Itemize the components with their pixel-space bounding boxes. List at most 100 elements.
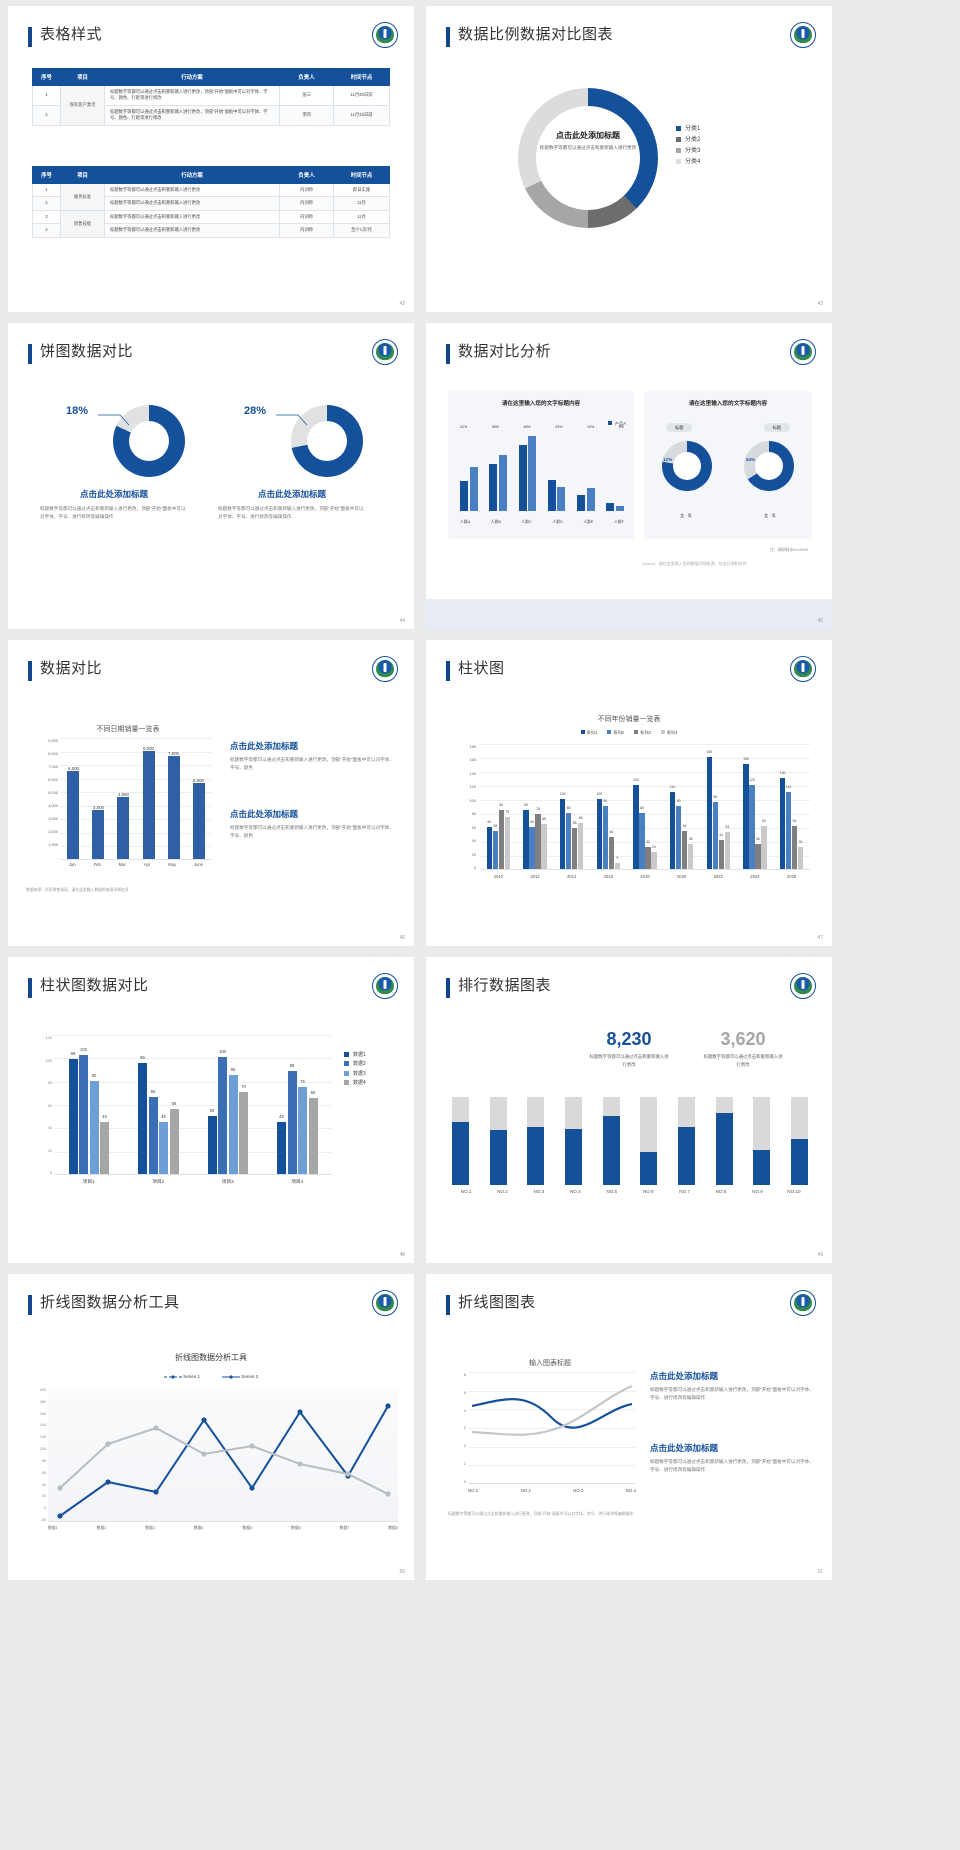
- bar[interactable]: 42: [718, 833, 724, 869]
- bar[interactable]: 102: [79, 1047, 88, 1174]
- bar[interactable]: 36: [687, 837, 694, 869]
- bar-group[interactable]: 110 90 54 36: [670, 785, 694, 869]
- slide-pie-compare[interactable]: 饼图数据对比 18% 点击此处添加标题 标题数字等都可以通过点击和重新输入进行更…: [8, 323, 414, 629]
- bar[interactable]: 100: [560, 792, 565, 869]
- bar[interactable]: 45: [159, 1114, 168, 1174]
- bar[interactable]: 88: [287, 1063, 297, 1174]
- bar[interactable]: [117, 797, 130, 859]
- bar[interactable]: 45: [100, 1114, 109, 1174]
- chart-legend[interactable]: 系列1 系列2 系列3 系列4: [426, 730, 832, 736]
- bar[interactable]: [91, 810, 104, 859]
- slide-line-analysis[interactable]: 折线图数据分析工具 折线图数据分析工具 Series 1 Series 2 20…: [8, 1274, 414, 1580]
- panel-legend[interactable]: 产品A: [607, 421, 626, 427]
- bar[interactable]: [167, 756, 180, 859]
- table-row[interactable]: 2 标题数字等都可以通过点击和重新输入进行更改，顶部“开始”面板中可以对字体、字…: [32, 104, 390, 126]
- table-row[interactable]: 1 保有客户激活 标题数字等都可以通过点击和重新输入进行更改，顶部“开始”面板中…: [32, 85, 390, 126]
- bar[interactable]: 65: [541, 817, 547, 869]
- bar-group[interactable]: [547, 480, 566, 511]
- bar[interactable]: 54: [681, 824, 688, 869]
- bar-group[interactable]: [518, 436, 537, 511]
- bar[interactable]: 50: [207, 1108, 217, 1174]
- bar[interactable]: 65: [308, 1090, 318, 1174]
- table-row[interactable]: 3 销售技能 标题数字等都可以通过点击和重新输入进行更改 内训师 11月: [32, 209, 390, 238]
- bar[interactable]: 62: [761, 819, 767, 869]
- slide-column-chart[interactable]: 柱状图 不同年份销量一览表 系列1 系列2 系列3 系列4 180 160 14…: [426, 640, 832, 946]
- bar-group[interactable]: [460, 467, 478, 511]
- bar[interactable]: 24: [651, 845, 657, 869]
- bar[interactable]: 80: [89, 1073, 99, 1174]
- table-row[interactable]: 4 标题数字等都可以通过点击和重新输入进行更改 内训师 至少1次/月: [32, 223, 390, 238]
- legend-item[interactable]: 系列3: [634, 730, 651, 736]
- legend-item[interactable]: 分类4: [676, 157, 700, 168]
- bar[interactable]: 110: [786, 785, 792, 869]
- bar[interactable]: 78: [535, 807, 541, 869]
- legend-item[interactable]: 分类1: [676, 124, 700, 135]
- bar[interactable]: 58: [571, 821, 578, 869]
- bar[interactable]: 60: [486, 820, 493, 869]
- legend-item[interactable]: 分类3: [676, 146, 700, 157]
- bar[interactable]: 150: [743, 757, 749, 869]
- bar-group[interactable]: 100 80 58 66: [560, 792, 584, 869]
- legend-item[interactable]: 系列2: [607, 730, 624, 736]
- bar-group[interactable]: 120 80 32 24: [633, 778, 657, 869]
- bar[interactable]: 95: [138, 1055, 147, 1174]
- bar-group[interactable]: 100 90 46 9: [596, 792, 620, 869]
- table-row[interactable]: 1 服务标准 标题数字等都可以通过点击和重新输入进行更改 内训师 即日实施: [32, 182, 390, 211]
- bar[interactable]: 100: [596, 792, 602, 869]
- donut-legend[interactable]: 分类1 分类2 分类3 分类4: [676, 124, 700, 168]
- bar[interactable]: 96: [712, 795, 718, 869]
- bar-group[interactable]: 160 96 42 53: [706, 750, 730, 869]
- legend-item[interactable]: 数据2: [344, 1060, 366, 1069]
- slide-column-compare[interactable]: 柱状图数据对比 120 100 80 60 40 20 0 99 102 80 45 9…: [8, 957, 414, 1263]
- bar[interactable]: 55: [492, 824, 499, 869]
- slide-table-styles[interactable]: 表格样式 序号 项目 行动方案 负责人 时间节点 1 保有客户激活 标题数字等都…: [8, 6, 414, 312]
- ranking-bar[interactable]: [489, 1097, 507, 1185]
- slide-data-analysis[interactable]: 数据对比分析 请在这里输入您的文字标题内容 产品A: [426, 323, 832, 629]
- bar[interactable]: 9: [614, 856, 620, 869]
- bar[interactable]: [193, 783, 206, 859]
- bar[interactable]: 80: [639, 806, 645, 869]
- ranking-bar[interactable]: [640, 1097, 658, 1185]
- bar[interactable]: 80: [565, 806, 572, 869]
- slide-proportion-donut[interactable]: 数据比例数据对比图表 点击此处添加标题 标题数字等都可以通过点击和重新输入进行更…: [426, 6, 832, 312]
- chart-legend[interactable]: 数据1 数据2 数据3 数据4: [344, 1051, 366, 1088]
- bar[interactable]: 130: [780, 771, 785, 869]
- bar[interactable]: 160: [706, 750, 712, 869]
- ranking-bar[interactable]: [790, 1097, 808, 1185]
- ranking-bar[interactable]: [677, 1097, 695, 1185]
- left-panel[interactable]: 请在这里输入您的文字标题内容 产品A: [448, 391, 634, 539]
- ranking-bar[interactable]: [452, 1097, 469, 1185]
- slide-line-chart[interactable]: 折线图图表 输入图表标题 6 5 4 3 2 1 0 NO.1 NO.2 NO.…: [426, 1274, 832, 1580]
- legend-item[interactable]: 系列1: [580, 730, 597, 736]
- bar[interactable]: 66: [577, 816, 584, 869]
- bar[interactable]: 56: [169, 1101, 179, 1174]
- bar-group[interactable]: 85 60 78 65: [523, 803, 547, 869]
- bar[interactable]: 110: [670, 785, 676, 869]
- bar[interactable]: 53: [724, 825, 730, 869]
- bar-group[interactable]: [577, 488, 595, 511]
- bar-group[interactable]: [606, 503, 624, 511]
- bar[interactable]: 70: [239, 1084, 248, 1174]
- slide-data-compare[interactable]: 数据对比 不同日期销量一览表 9,000 8,000 7,000 6,000 5…: [8, 640, 414, 946]
- bar[interactable]: 62: [791, 819, 798, 869]
- bar[interactable]: 66: [148, 1089, 158, 1174]
- ranking-bar[interactable]: [753, 1097, 771, 1185]
- bar[interactable]: 100: [218, 1049, 227, 1174]
- legend-item[interactable]: Series 1: [163, 1374, 200, 1380]
- legend-item[interactable]: 系列4: [660, 730, 677, 736]
- bar-group[interactable]: 130 110 62 32: [780, 771, 804, 869]
- bar[interactable]: [142, 751, 155, 859]
- bar-group[interactable]: [489, 455, 507, 511]
- bar[interactable]: 75: [298, 1079, 307, 1174]
- bar[interactable]: 36: [755, 837, 761, 869]
- donut-left[interactable]: [662, 441, 712, 491]
- bar-group[interactable]: 150 120 36 62: [743, 757, 767, 869]
- bar-group[interactable]: 50 100 85 70: [207, 1049, 248, 1174]
- bar[interactable]: 99: [68, 1051, 78, 1174]
- bar[interactable]: [66, 771, 79, 859]
- action-table-1[interactable]: 序号 项目 行动方案 负责人 时间节点 1 保有客户激活 标题数字等都可以通过点…: [32, 68, 390, 126]
- bar[interactable]: 90: [675, 799, 682, 869]
- bar[interactable]: 32: [797, 840, 804, 869]
- donut-right[interactable]: [744, 441, 794, 491]
- ranking-bar[interactable]: [602, 1097, 620, 1185]
